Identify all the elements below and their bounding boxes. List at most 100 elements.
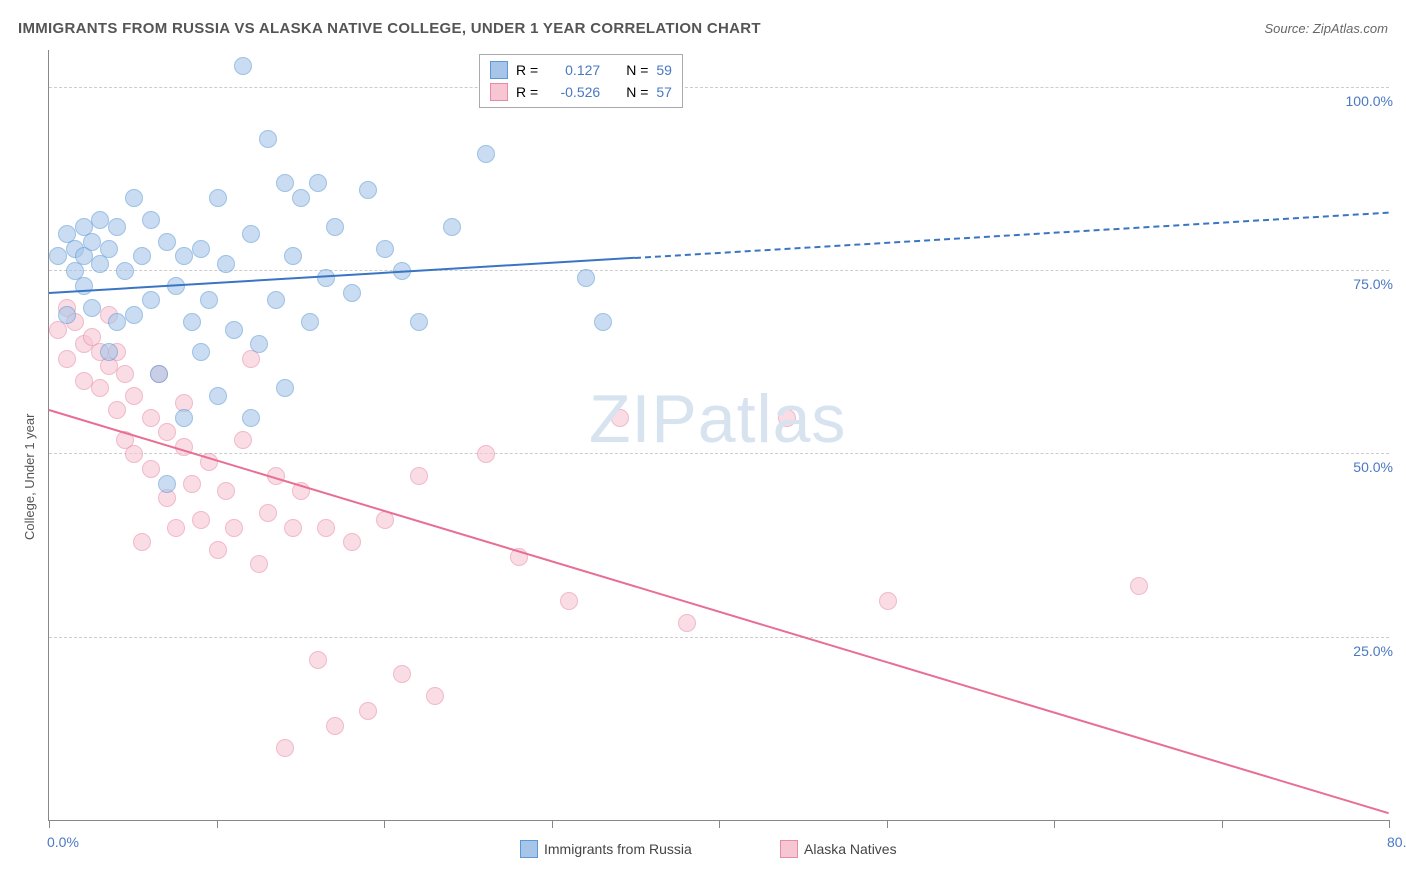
r-value-pink: -0.526	[546, 84, 600, 100]
data-point-blue	[192, 240, 210, 258]
swatch-blue	[490, 61, 508, 79]
data-point-pink	[560, 592, 578, 610]
data-point-blue	[175, 409, 193, 427]
gridline	[49, 270, 1389, 271]
swatch-blue-icon	[520, 840, 538, 858]
data-point-blue	[276, 379, 294, 397]
n-value-pink: 57	[656, 84, 672, 100]
data-point-blue	[242, 225, 260, 243]
y-axis-label: College, Under 1 year	[22, 414, 37, 540]
data-point-blue	[259, 130, 277, 148]
data-point-blue	[326, 218, 344, 236]
legend-row-pink: R = -0.526 N = 57	[490, 81, 672, 103]
correlation-legend: R = 0.127 N = 59 R = -0.526 N = 57	[479, 54, 683, 108]
data-point-pink	[778, 409, 796, 427]
data-point-pink	[611, 409, 629, 427]
data-point-blue	[142, 291, 160, 309]
x-tick	[1054, 820, 1055, 828]
x-tick	[719, 820, 720, 828]
data-point-blue	[183, 313, 201, 331]
data-point-blue	[209, 387, 227, 405]
data-point-pink	[58, 350, 76, 368]
data-point-pink	[250, 555, 268, 573]
data-point-blue	[276, 174, 294, 192]
x-tick	[1222, 820, 1223, 828]
data-point-pink	[1130, 577, 1148, 595]
y-tick-label: 50.0%	[1353, 459, 1393, 475]
data-point-blue	[250, 335, 268, 353]
x-tick-label: 80.0%	[1387, 834, 1406, 850]
data-point-pink	[225, 519, 243, 537]
data-point-blue	[225, 321, 243, 339]
data-point-pink	[125, 387, 143, 405]
data-point-blue	[192, 343, 210, 361]
data-point-blue	[49, 247, 67, 265]
data-point-blue	[234, 57, 252, 75]
legend-series-pink: Alaska Natives	[780, 840, 897, 858]
n-value-blue: 59	[656, 62, 672, 78]
data-point-pink	[326, 717, 344, 735]
trend-line	[635, 211, 1389, 258]
gridline	[49, 453, 1389, 454]
data-point-blue	[108, 218, 126, 236]
data-point-pink	[284, 519, 302, 537]
data-point-blue	[108, 313, 126, 331]
data-point-pink	[259, 504, 277, 522]
data-point-pink	[678, 614, 696, 632]
data-point-pink	[317, 519, 335, 537]
source-attribution: Source: ZipAtlas.com	[1264, 21, 1388, 36]
data-point-blue	[376, 240, 394, 258]
data-point-blue	[317, 269, 335, 287]
swatch-pink	[490, 83, 508, 101]
data-point-blue	[142, 211, 160, 229]
data-point-blue	[443, 218, 461, 236]
data-point-pink	[359, 702, 377, 720]
data-point-blue	[594, 313, 612, 331]
x-tick	[1389, 820, 1390, 828]
data-point-pink	[217, 482, 235, 500]
data-point-pink	[167, 519, 185, 537]
data-point-pink	[276, 739, 294, 757]
gridline	[49, 637, 1389, 638]
data-point-blue	[91, 211, 109, 229]
data-point-pink	[234, 431, 252, 449]
data-point-blue	[292, 189, 310, 207]
x-tick	[217, 820, 218, 828]
data-point-pink	[116, 365, 134, 383]
data-point-blue	[116, 262, 134, 280]
legend-series-blue: Immigrants from Russia	[520, 840, 692, 858]
x-tick	[384, 820, 385, 828]
data-point-blue	[100, 240, 118, 258]
y-tick-label: 75.0%	[1353, 276, 1393, 292]
data-point-pink	[343, 533, 361, 551]
data-point-blue	[209, 189, 227, 207]
data-point-blue	[158, 475, 176, 493]
x-tick	[887, 820, 888, 828]
data-point-blue	[158, 233, 176, 251]
trend-line	[49, 409, 1390, 814]
data-point-blue	[133, 247, 151, 265]
data-point-pink	[133, 533, 151, 551]
data-point-blue	[359, 181, 377, 199]
data-point-blue	[83, 233, 101, 251]
data-point-blue	[100, 343, 118, 361]
data-point-blue	[284, 247, 302, 265]
r-value-blue: 0.127	[546, 62, 600, 78]
data-point-pink	[410, 467, 428, 485]
data-point-blue	[83, 299, 101, 317]
data-point-blue	[242, 409, 260, 427]
swatch-pink-icon	[780, 840, 798, 858]
data-point-blue	[217, 255, 235, 273]
data-point-blue	[301, 313, 319, 331]
data-point-blue	[58, 306, 76, 324]
data-point-pink	[192, 511, 210, 529]
x-tick	[552, 820, 553, 828]
y-tick-label: 100.0%	[1346, 93, 1393, 109]
data-point-blue	[267, 291, 285, 309]
data-point-pink	[158, 423, 176, 441]
legend-row-blue: R = 0.127 N = 59	[490, 59, 672, 81]
x-tick-label: 0.0%	[47, 834, 79, 850]
data-point-pink	[142, 409, 160, 427]
data-point-blue	[343, 284, 361, 302]
header-bar: IMMIGRANTS FROM RUSSIA VS ALASKA NATIVE …	[18, 20, 1388, 37]
